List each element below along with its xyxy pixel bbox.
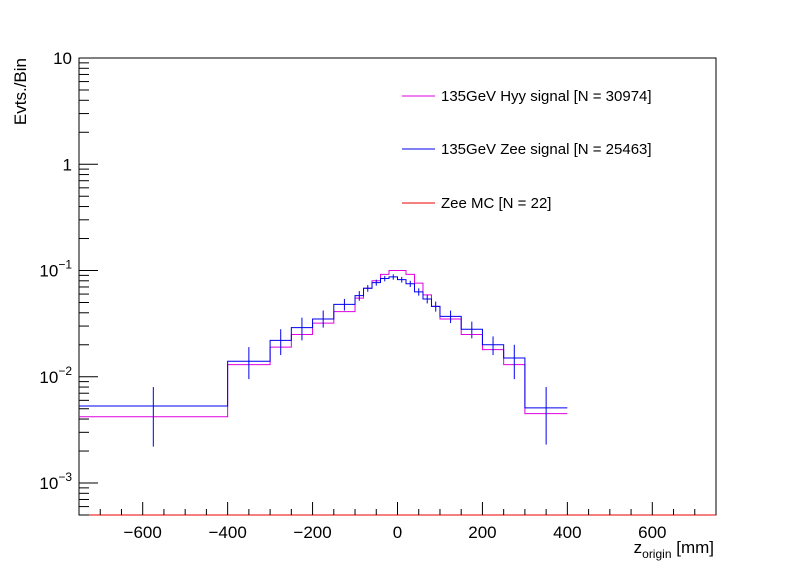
x-tick-label: −600 xyxy=(124,523,162,542)
y-tick-label: 10−1 xyxy=(39,258,72,281)
x-axis-title-unit: [mm] xyxy=(672,538,715,557)
x-tick-label: −400 xyxy=(208,523,246,542)
y-tick-label: 10−2 xyxy=(39,364,72,387)
y-axis-title: Evts./Bin xyxy=(11,58,30,125)
x-tick-label: 0 xyxy=(393,523,402,542)
x-tick-label: 400 xyxy=(553,523,581,542)
x-tick-label: 200 xyxy=(468,523,496,542)
series-line-0 xyxy=(79,270,568,418)
legend-label: 135GeV Hyy signal [N = 30974] xyxy=(441,88,652,105)
x-axis: −600 −400 −200 0 200 400 600 xyxy=(99,502,696,542)
x-tick-label: 600 xyxy=(638,523,666,542)
series-line-1 xyxy=(79,276,568,409)
x-tick-label: −200 xyxy=(293,523,331,542)
histogram-series xyxy=(79,270,716,516)
y-axis: 10−3 10−2 10−1 1 10 xyxy=(39,49,98,516)
y-tick-label: 1 xyxy=(63,155,72,174)
legend-label: 135GeV Zee signal [N = 25463] xyxy=(441,141,652,158)
legend: 135GeV Hyy signal [N = 30974] 135GeV Zee … xyxy=(402,88,652,212)
x-axis-title: zorigin [mm] xyxy=(634,538,714,561)
y-tick-label: 10 xyxy=(53,49,72,68)
x-axis-title-main: z xyxy=(634,538,643,557)
plot-frame xyxy=(78,57,717,516)
x-axis-title-subscript: origin xyxy=(642,547,671,561)
legend-label: Zee MC [N = 22] xyxy=(441,195,551,212)
y-tick-label: 10−3 xyxy=(39,470,72,493)
